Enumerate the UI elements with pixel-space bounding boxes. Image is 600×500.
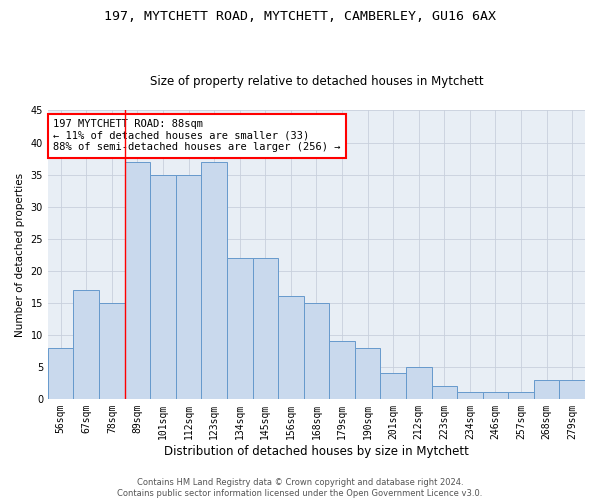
Bar [431,386,457,399]
Bar [559,380,585,399]
Bar [304,302,329,399]
Bar [253,258,278,399]
Bar [534,380,559,399]
Bar [406,367,431,399]
Bar [227,258,253,399]
Bar [482,392,508,399]
Bar [278,296,304,399]
Bar [202,162,227,399]
Bar [380,373,406,399]
Title: Size of property relative to detached houses in Mytchett: Size of property relative to detached ho… [149,76,483,88]
Bar [508,392,534,399]
Y-axis label: Number of detached properties: Number of detached properties [15,172,25,336]
Bar [48,348,73,399]
Text: 197, MYTCHETT ROAD, MYTCHETT, CAMBERLEY, GU16 6AX: 197, MYTCHETT ROAD, MYTCHETT, CAMBERLEY,… [104,10,496,23]
Bar [125,162,150,399]
Bar [150,174,176,399]
Bar [457,392,482,399]
Bar [176,174,202,399]
X-axis label: Distribution of detached houses by size in Mytchett: Distribution of detached houses by size … [164,444,469,458]
Bar [73,290,99,399]
Text: 197 MYTCHETT ROAD: 88sqm
← 11% of detached houses are smaller (33)
88% of semi-d: 197 MYTCHETT ROAD: 88sqm ← 11% of detach… [53,119,341,152]
Text: Contains HM Land Registry data © Crown copyright and database right 2024.
Contai: Contains HM Land Registry data © Crown c… [118,478,482,498]
Bar [99,302,125,399]
Bar [355,348,380,399]
Bar [329,341,355,399]
